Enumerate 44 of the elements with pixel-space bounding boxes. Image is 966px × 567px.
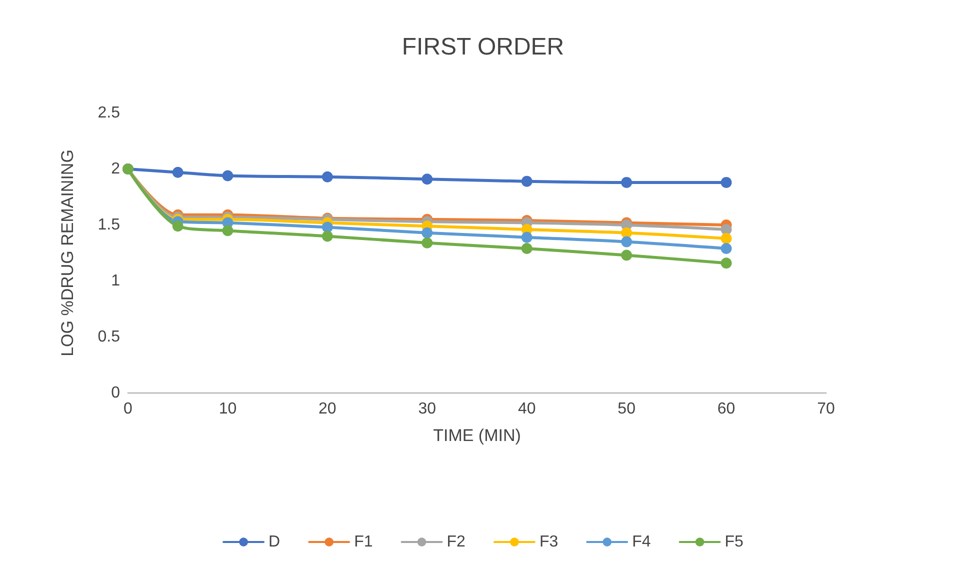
x-axis-title: TIME (MIN)	[433, 426, 521, 445]
x-tick-label: 40	[518, 400, 536, 418]
point	[322, 222, 333, 233]
legend-label: F3	[539, 534, 558, 550]
point	[621, 176, 632, 188]
point	[720, 243, 732, 254]
legend-label: F5	[724, 534, 744, 550]
point	[422, 237, 433, 248]
point	[621, 250, 632, 261]
y-tick-label: 1	[111, 272, 120, 290]
x-tick-label: 50	[618, 400, 636, 418]
legend-label: F1	[354, 534, 373, 550]
point	[720, 258, 732, 269]
point	[621, 227, 632, 238]
y-tick-label: 0	[111, 384, 120, 402]
point	[521, 176, 532, 187]
x-tick-label: 0	[124, 400, 133, 418]
point	[422, 227, 433, 238]
point	[422, 174, 433, 185]
point	[322, 230, 333, 242]
chart-title: FIRST ORDER	[402, 34, 564, 60]
point	[521, 232, 532, 243]
point	[222, 170, 234, 182]
legend-label: F4	[632, 534, 651, 550]
x-tick-label: 30	[418, 400, 436, 418]
y-tick-label: 2	[111, 160, 120, 178]
y-tick-label: 0.5	[98, 328, 120, 346]
point	[222, 225, 234, 236]
x-tick-label: 10	[218, 400, 237, 418]
point	[720, 176, 732, 188]
legend-label: D	[268, 534, 280, 550]
point	[720, 232, 732, 244]
y-tick-label: 2.5	[98, 104, 120, 122]
y-tick-label: 1.5	[98, 216, 120, 234]
y-axis-title: LOG %DRUG REMAINING	[58, 150, 77, 356]
point	[521, 243, 532, 254]
x-tick-label: 20	[318, 400, 336, 418]
legend-label: F2	[446, 534, 466, 550]
point	[172, 166, 184, 178]
point	[172, 220, 184, 232]
x-tick-label: 70	[817, 400, 835, 418]
point	[621, 236, 632, 248]
point	[322, 171, 333, 182]
x-tick-label: 60	[717, 400, 736, 418]
